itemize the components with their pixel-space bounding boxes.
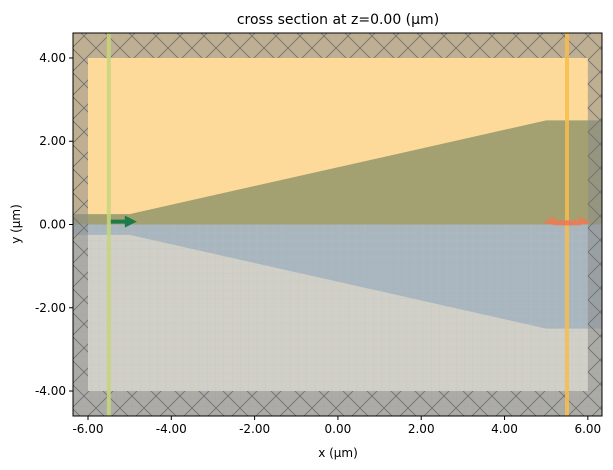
x-tick-label: 2.00 (408, 422, 435, 436)
x-tick-label: 0.00 (325, 422, 352, 436)
x-tick-label: 4.00 (491, 422, 518, 436)
source-plane (106, 33, 111, 416)
y-tick-label: -2.00 (35, 301, 66, 315)
structure-upper-taper (73, 120, 602, 225)
y-tick-label: 4.00 (39, 51, 66, 65)
y-tick-label: 0.00 (39, 218, 66, 232)
pml-hatch (73, 57, 88, 392)
x-tick-label: -2.00 (239, 422, 270, 436)
pml-hatch (73, 391, 602, 416)
pml-hatch (73, 33, 602, 58)
x-tick-label: -6.00 (72, 422, 103, 436)
pml-hatch (587, 57, 602, 392)
mesh-grid (73, 224, 602, 416)
x-axis-label: x (μm) (318, 446, 358, 460)
y-tick-label: -4.00 (35, 384, 66, 398)
monitor-direction-arrows (543, 216, 592, 226)
y-tick-label: 2.00 (39, 134, 66, 148)
y-axis-label: y (μm) (9, 204, 23, 244)
x-tick-label: -4.00 (156, 422, 187, 436)
x-tick-label: 6.00 (574, 422, 601, 436)
source-direction-arrow (110, 215, 137, 228)
chart-title: cross section at z=0.00 (μm) (237, 12, 439, 28)
